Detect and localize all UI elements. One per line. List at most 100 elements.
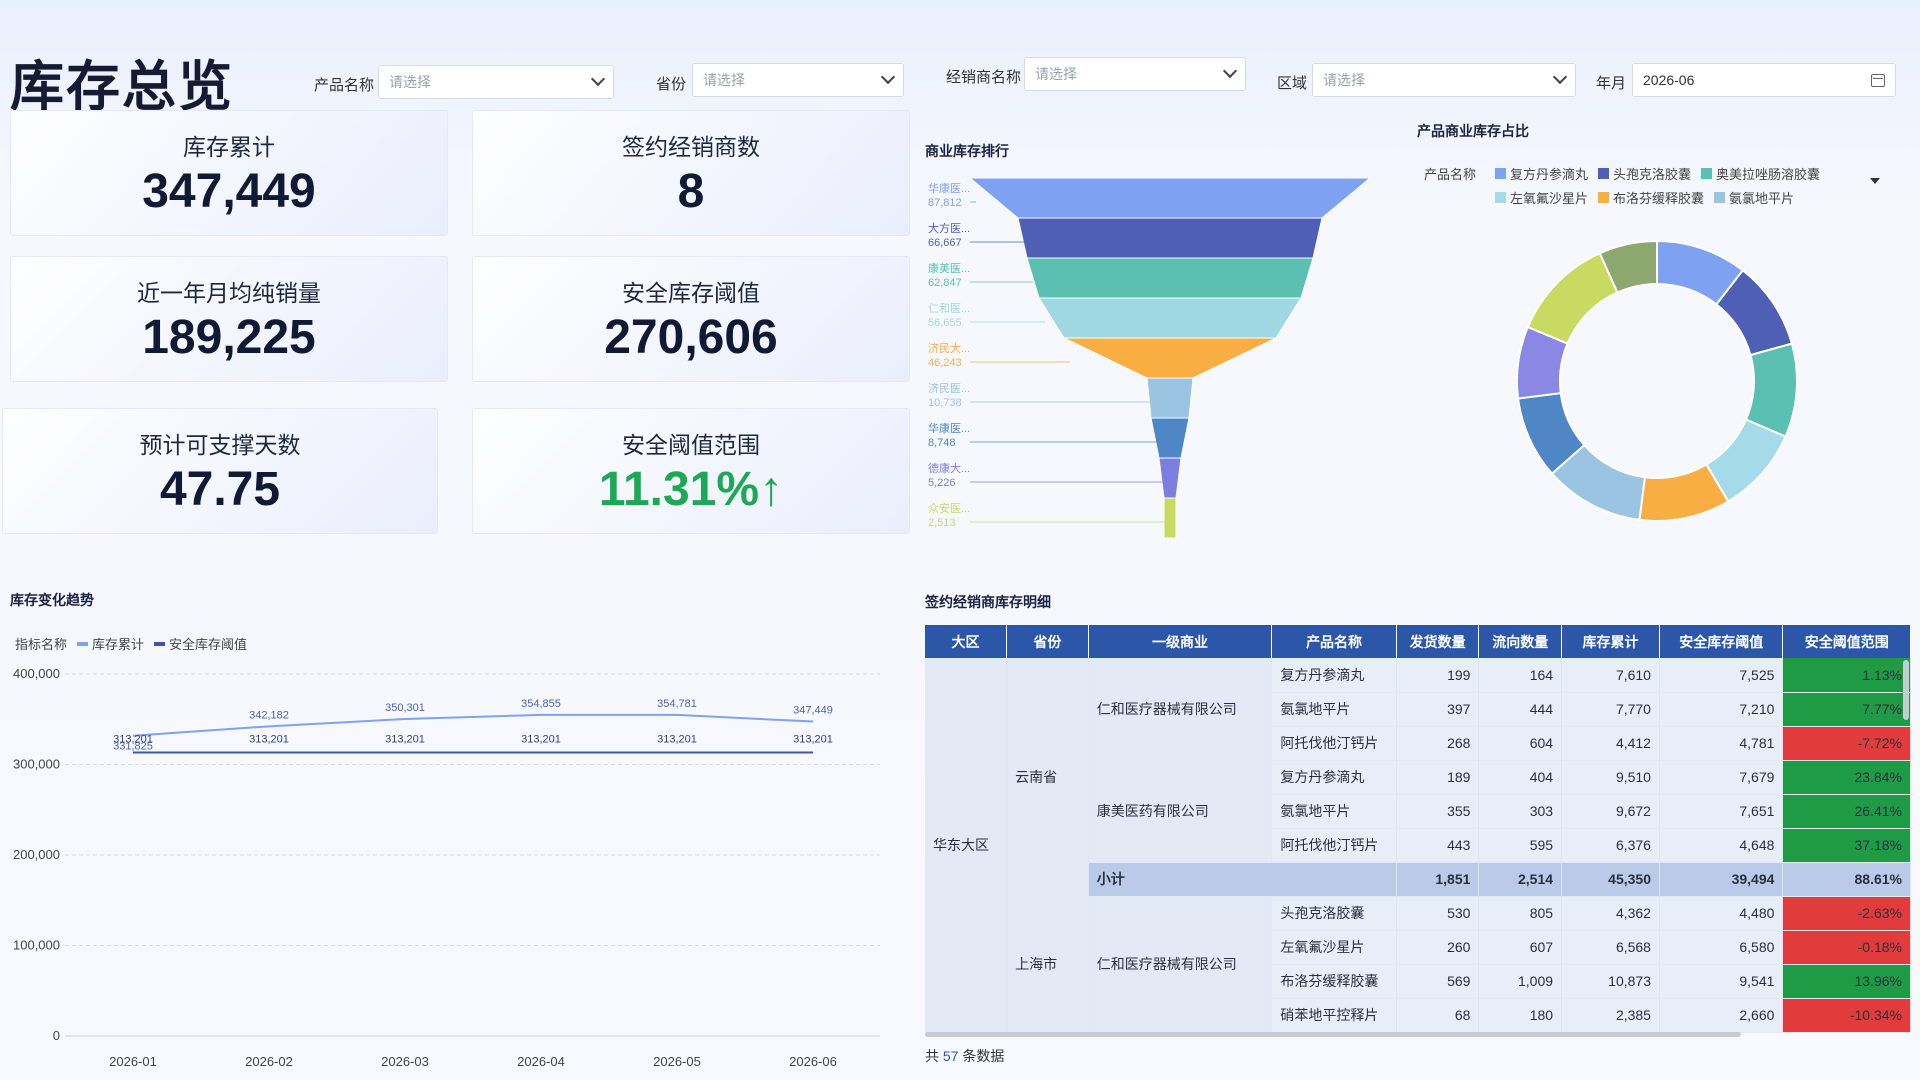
col-header[interactable]: 发货数量 <box>1396 625 1480 658</box>
calendar-icon <box>1871 73 1885 87</box>
funnel-label-value: 87,812 <box>928 197 962 209</box>
dealer-select[interactable]: 请选择 <box>1024 57 1246 91</box>
stock-cell: 45,350 <box>1561 862 1660 897</box>
col-header[interactable]: 库存累计 <box>1561 625 1660 658</box>
detail-table-wrap[interactable]: 大区 省份 一级商业 产品名称 发货数量 流向数量 库存累计 安全库存阈值 安全… <box>925 625 1911 1038</box>
product-select[interactable]: 请选择 <box>378 65 614 99</box>
flow-cell: 1,009 <box>1478 964 1563 999</box>
data-label: 331,825 <box>113 741 153 753</box>
donut-legend-name: 复方丹参滴丸 <box>1510 167 1589 182</box>
flow-cell: 444 <box>1478 692 1563 727</box>
funnel-segment[interactable] <box>1063 337 1277 379</box>
legend-page-down-icon[interactable] <box>1870 178 1880 184</box>
product-cell: 头孢克洛胶囊 <box>1271 896 1397 931</box>
col-header[interactable]: 大区 <box>925 625 1008 658</box>
data-label: 354,855 <box>521 698 561 710</box>
donut-legend-item[interactable]: 布洛芬缓释胶囊 <box>1598 188 1704 207</box>
footer-count: 57 <box>942 1048 959 1064</box>
funnel-segment[interactable] <box>1017 217 1323 259</box>
kpi-value: 347,449 <box>142 164 316 218</box>
province-select[interactable]: 请选择 <box>692 63 904 97</box>
donut-legend-item[interactable]: 头孢克洛胶囊 <box>1598 164 1691 183</box>
stock-cell: 7,610 <box>1561 658 1660 693</box>
donut-slice[interactable] <box>1598 239 1658 294</box>
funnel-segment[interactable] <box>1163 497 1177 539</box>
donut-legend-item[interactable]: 左氧氟沙星片 <box>1495 188 1588 207</box>
table-title: 签约经销商库存明细 <box>925 594 1051 610</box>
funnel-label-value: 10,738 <box>928 397 962 409</box>
y-tick-label: 100,000 <box>13 938 60 953</box>
data-label: 313,201 <box>385 734 425 746</box>
funnel-segment[interactable] <box>1150 417 1190 459</box>
region-select[interactable]: 请选择 <box>1312 63 1576 97</box>
product-cell: 复方丹参滴丸 <box>1271 658 1397 693</box>
flow-cell: 404 <box>1478 760 1563 795</box>
legend-swatch <box>77 641 89 646</box>
funnel-segment[interactable] <box>1158 457 1182 499</box>
y-tick-label: 400,000 <box>13 666 60 681</box>
ship-cell: 268 <box>1396 726 1480 761</box>
funnel-title: 商业库存排行 <box>925 143 1009 159</box>
chevron-down-icon <box>880 69 896 85</box>
trend-legend-item[interactable]: 库存累计 <box>77 634 144 653</box>
ship-cell: 260 <box>1396 930 1480 965</box>
safe-cell: 7,679 <box>1659 760 1784 795</box>
trend-legend-item[interactable]: 安全库存阈值 <box>154 634 247 653</box>
ship-cell: 355 <box>1396 794 1480 829</box>
data-label: 342,182 <box>249 709 289 721</box>
col-header[interactable]: 流向数量 <box>1478 625 1563 658</box>
month-picker-value: 2026-06 <box>1643 72 1695 88</box>
ship-cell: 530 <box>1396 896 1480 931</box>
donut-legend-name: 氨氯地平片 <box>1729 191 1795 206</box>
funnel-label-name: 众安医... <box>928 501 970 515</box>
month-picker[interactable]: 2026-06 <box>1632 63 1896 97</box>
funnel-segment[interactable] <box>1038 297 1302 339</box>
legend-swatch <box>1495 192 1506 203</box>
funnel-label-name: 华康医... <box>928 181 970 195</box>
donut-legend-name: 头孢克洛胶囊 <box>1613 167 1692 182</box>
company-cell: 仁和医疗器械有限公司 <box>1088 658 1273 761</box>
vertical-scrollbar[interactable] <box>1903 660 1909 720</box>
region-filter-label: 区域 <box>1277 75 1308 92</box>
product-cell: 布洛芬缓释胶囊 <box>1271 964 1397 999</box>
range-cell: 13.96% <box>1782 964 1911 999</box>
donut-slice[interactable] <box>1526 251 1619 345</box>
funnel-label-value: 5,226 <box>928 477 956 489</box>
flow-cell: 164 <box>1478 658 1563 693</box>
horizontal-scrollbar[interactable] <box>925 1032 1741 1037</box>
flow-cell: 604 <box>1478 726 1563 761</box>
chevron-down-icon <box>1552 69 1568 85</box>
company-cell: 康美医药有限公司 <box>1088 760 1273 863</box>
chevron-down-icon <box>590 71 606 87</box>
legend-swatch <box>1598 192 1610 203</box>
kpi-value: 189,225 <box>142 310 316 364</box>
product-select-placeholder: 请选择 <box>389 74 431 90</box>
col-header[interactable]: 安全阈值范围 <box>1782 625 1911 658</box>
donut-legend-item[interactable]: 复方丹参滴丸 <box>1495 164 1588 183</box>
province-select-placeholder: 请选择 <box>703 72 745 88</box>
arrow-up-icon: ↑ <box>759 462 784 516</box>
funnel-segment[interactable] <box>1026 257 1314 299</box>
subtotal-label: 小计 <box>1088 862 1397 897</box>
legend-swatch <box>1701 168 1713 179</box>
y-tick-label: 200,000 <box>13 847 60 862</box>
donut-legend-item[interactable]: 氨氯地平片 <box>1714 188 1794 207</box>
col-header[interactable]: 一级商业 <box>1088 625 1273 658</box>
col-header[interactable]: 省份 <box>1006 625 1089 658</box>
col-header[interactable]: 产品名称 <box>1271 625 1397 658</box>
flow-cell: 805 <box>1478 896 1563 931</box>
kpi-value: 270,606 <box>604 310 778 364</box>
funnel-label-value: 66,667 <box>928 237 962 249</box>
funnel-segment[interactable] <box>968 177 1372 219</box>
kpi-label: 近一年月均纯销量 <box>137 279 321 306</box>
product-cell: 阿托伐他汀钙片 <box>1271 828 1397 863</box>
donut-legend-item[interactable]: 奥美拉唑肠溶胶囊 <box>1701 164 1820 183</box>
product-cell: 氨氯地平片 <box>1271 794 1397 829</box>
funnel-label-value: 46,243 <box>928 357 962 369</box>
series-line[interactable] <box>132 713 814 737</box>
funnel-segment[interactable] <box>1146 377 1194 419</box>
safe-cell: 39,494 <box>1659 862 1784 897</box>
col-header[interactable]: 安全库存阈值 <box>1659 625 1784 658</box>
stock-cell: 7,770 <box>1561 692 1660 727</box>
ship-cell: 397 <box>1396 692 1480 727</box>
